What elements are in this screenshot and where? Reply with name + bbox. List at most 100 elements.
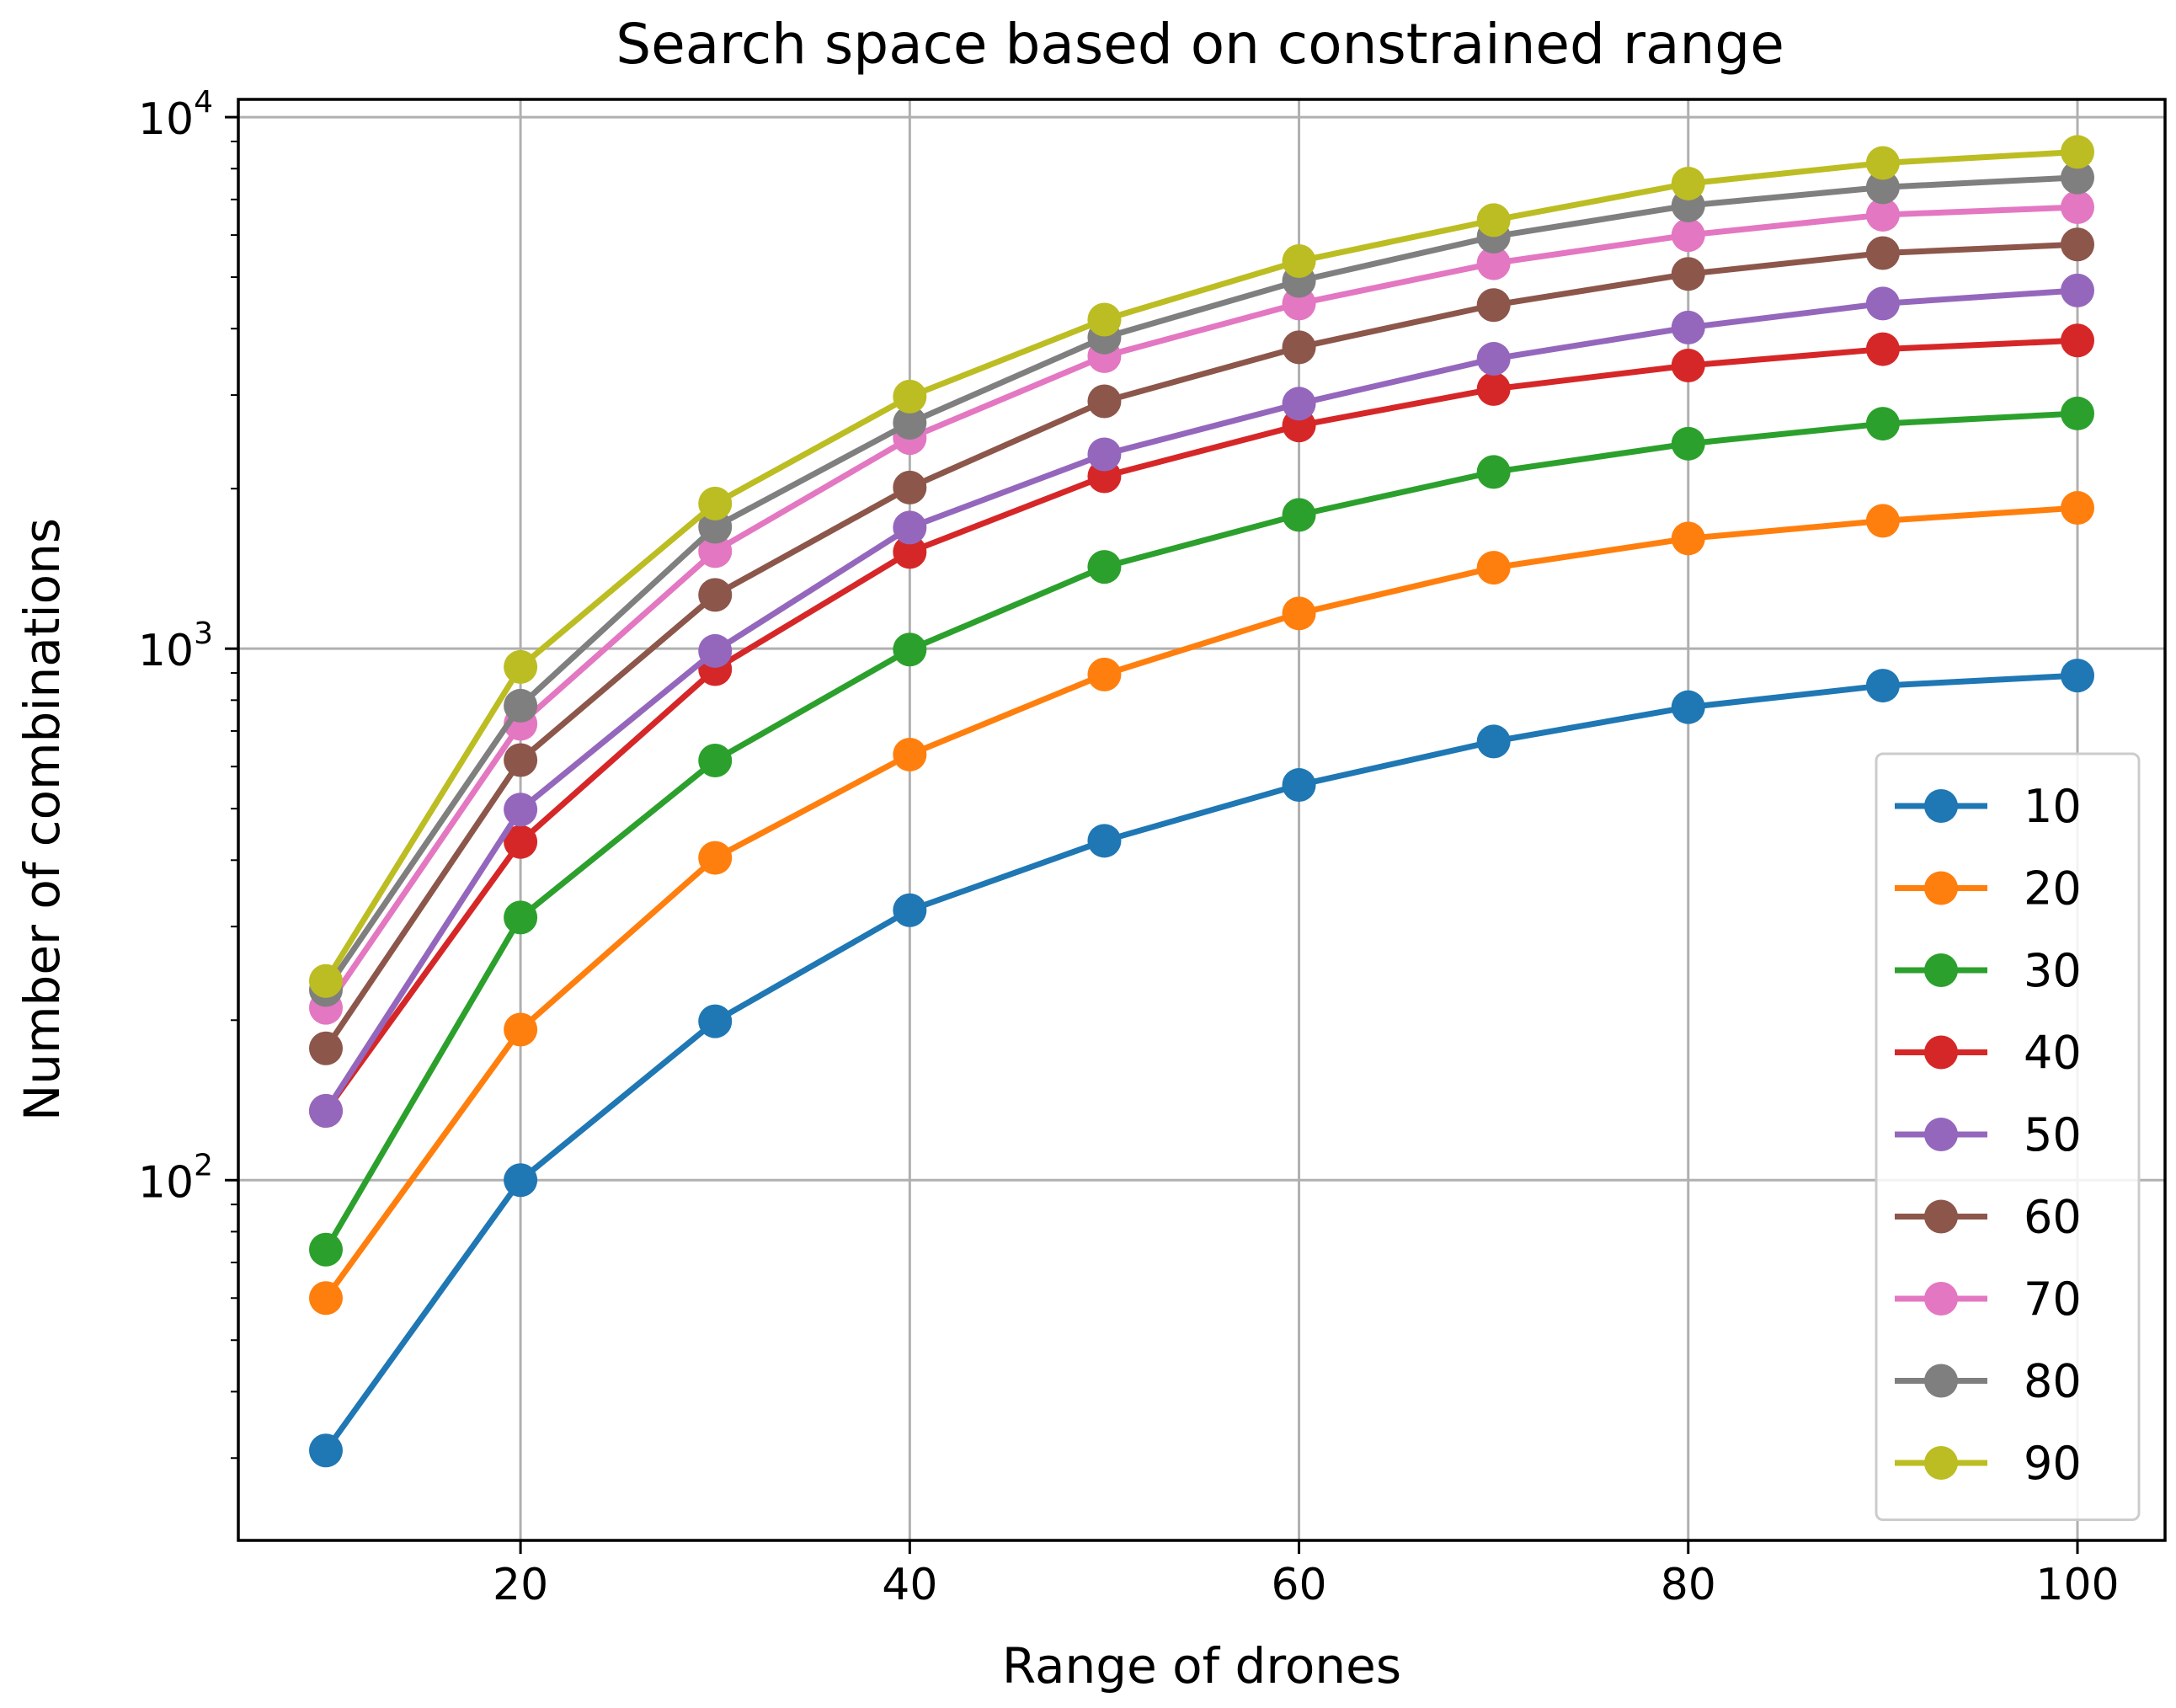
legend-marker: [1924, 1446, 1958, 1480]
x-tick-label: 80: [1661, 1560, 1716, 1610]
legend-label: 10: [2024, 780, 2082, 833]
data-point: [1671, 257, 1705, 291]
legend-item-80: 80: [1895, 1355, 2082, 1408]
data-point: [698, 534, 733, 568]
data-point: [2061, 273, 2094, 307]
legend-marker: [1924, 953, 1958, 987]
data-point: [504, 688, 538, 723]
data-point: [698, 578, 733, 612]
y-tick-label: 104: [138, 85, 213, 145]
series-line: [323, 410, 2078, 1252]
data-point: [1476, 371, 1511, 406]
data-point: [309, 1281, 343, 1316]
data-point: [1282, 387, 1316, 421]
data-point: [893, 535, 927, 569]
legend-label: 70: [2024, 1273, 2082, 1326]
data-point: [504, 825, 538, 859]
legend-marker: [1924, 1282, 1958, 1316]
data-point: [1282, 330, 1316, 365]
data-point: [1476, 203, 1511, 238]
data-point: [1865, 146, 1900, 180]
data-point: [504, 900, 538, 935]
data-point: [1671, 521, 1705, 556]
data-point: [1865, 504, 1900, 538]
data-point: [1087, 550, 1122, 584]
data-point: [309, 1232, 343, 1267]
y-axis-label: Number of combinations: [13, 518, 71, 1121]
plot-frame: [237, 98, 2167, 1542]
data-point: [1476, 551, 1511, 585]
data-point: [698, 841, 733, 875]
legend-label: 30: [2024, 944, 2082, 997]
data-point: [893, 737, 927, 771]
data-point: [504, 743, 538, 777]
data-point: [2061, 190, 2094, 225]
legend-marker: [1924, 1035, 1958, 1070]
chart-title: Search space based on constrained range: [616, 12, 1784, 77]
legend-item-50: 50: [1895, 1108, 2082, 1161]
y-tick-label: 102: [138, 1148, 213, 1208]
data-point: [2061, 491, 2094, 526]
series-50: [309, 273, 2094, 1129]
x-tick-label: 100: [2035, 1560, 2119, 1610]
data-point: [504, 649, 538, 684]
data-point: [2061, 396, 2094, 430]
y-tick-label: 103: [138, 616, 213, 676]
legend-item-30: 30: [1895, 944, 2082, 997]
series-group: [309, 135, 2094, 1468]
data-point: [1865, 407, 1900, 441]
series-20: [309, 491, 2094, 1316]
series-90: [309, 135, 2094, 998]
legend-item-60: 60: [1895, 1191, 2082, 1244]
data-point: [1671, 426, 1705, 461]
series-40: [309, 323, 2094, 1129]
data-point: [1087, 302, 1122, 337]
legend-item-20: 20: [1895, 862, 2082, 915]
data-point: [1865, 198, 1900, 232]
data-point: [698, 486, 733, 520]
legend: 10 20 30 40 50 60 70 80 90: [1875, 752, 2141, 1521]
data-point: [1476, 724, 1511, 759]
series-line: [323, 204, 2078, 1010]
data-point: [1865, 669, 1900, 703]
data-point: [1087, 824, 1122, 858]
data-point: [504, 1163, 538, 1198]
data-point: [893, 893, 927, 927]
x-axis-label: Range of drones: [1002, 1637, 1401, 1695]
legend-marker: [1924, 1118, 1958, 1151]
data-point: [1282, 498, 1316, 532]
data-point: [1865, 170, 1900, 205]
data-point: [504, 1012, 538, 1047]
data-point: [309, 963, 343, 998]
data-point: [1087, 437, 1122, 472]
data-point: [1671, 218, 1705, 253]
series-line: [323, 174, 2078, 992]
data-point: [1865, 236, 1900, 270]
data-point: [309, 1094, 343, 1129]
x-tick-label: 40: [882, 1560, 937, 1610]
data-point: [1671, 348, 1705, 382]
legend-marker: [1924, 1199, 1958, 1234]
axis-ticks: 20 40 60 80 100 102 103 104: [138, 85, 2120, 1610]
series-line: [323, 148, 2078, 983]
series-line: [323, 241, 2078, 1050]
legend-marker: [1924, 871, 1958, 905]
data-point: [698, 510, 733, 544]
data-point: [1282, 244, 1316, 279]
legend-box: [1875, 752, 2141, 1521]
series-line: [323, 504, 2078, 1300]
series-line: [323, 287, 2078, 1113]
data-point: [504, 793, 538, 827]
data-point: [893, 379, 927, 414]
data-point: [1282, 768, 1316, 803]
x-tick-label: 60: [1271, 1560, 1326, 1610]
data-point: [1671, 166, 1705, 200]
data-point: [1476, 455, 1511, 489]
data-point: [698, 1004, 733, 1038]
legend-label: 50: [2024, 1108, 2082, 1161]
legend-label: 40: [2024, 1027, 2082, 1080]
data-point: [1476, 288, 1511, 323]
data-point: [1282, 596, 1316, 631]
data-point: [893, 470, 927, 504]
